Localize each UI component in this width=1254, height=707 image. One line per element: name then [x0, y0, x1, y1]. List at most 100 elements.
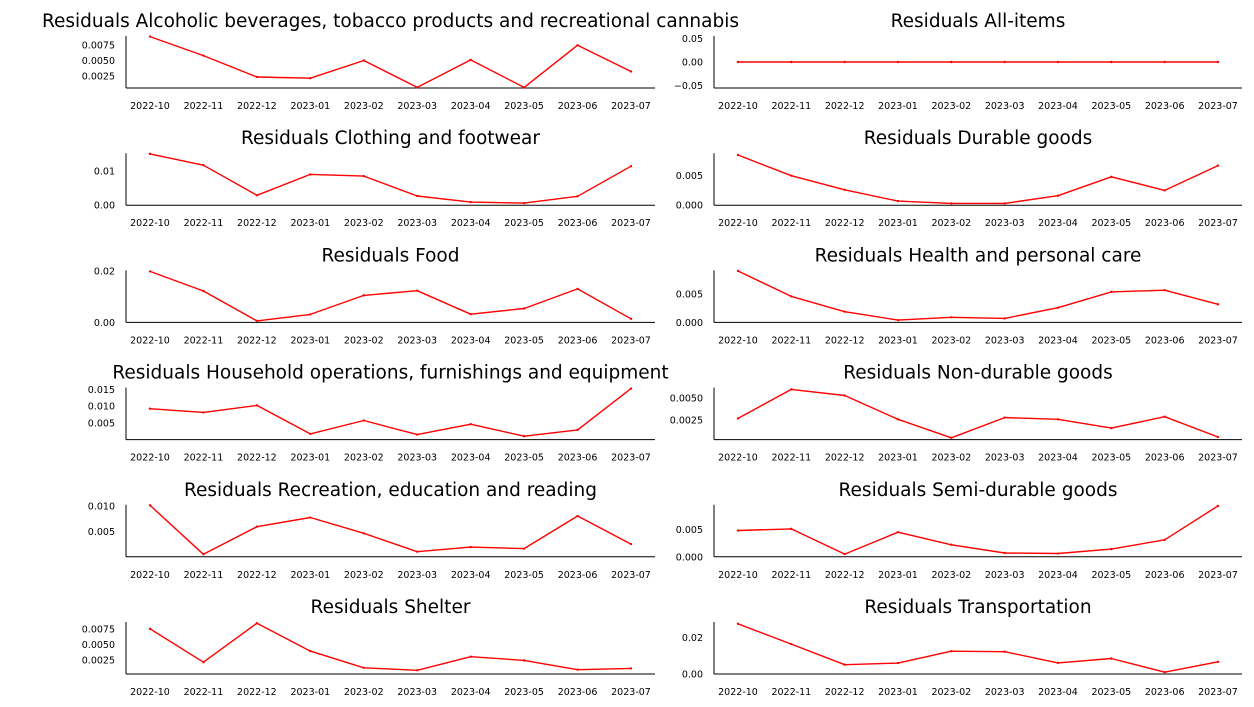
x-tick-label: 2023-03	[397, 335, 437, 346]
data-point	[416, 669, 419, 672]
x-tick-label: 2023-07	[1198, 101, 1238, 112]
y-tick-label: 0.0075	[82, 624, 115, 635]
data-point	[736, 153, 740, 157]
data-point	[1003, 317, 1006, 320]
x-tick-label: 2023-06	[1145, 687, 1185, 698]
residual-series-line	[149, 270, 632, 322]
x-tick-label: 2023-02	[931, 453, 971, 464]
data-point	[843, 394, 846, 397]
residual-series-line	[149, 504, 632, 555]
x-tick-label: 2022-11	[771, 453, 811, 464]
y-tick-label: 0.0075	[82, 41, 115, 52]
x-tick-label: 2023-01	[878, 687, 918, 698]
x-tick-label: 2022-12	[825, 453, 865, 464]
x-tick-label: 2023-07	[1198, 570, 1238, 581]
data-point	[1216, 435, 1220, 439]
x-tick-label: 2022-11	[184, 218, 224, 229]
x-tick-label: 2022-11	[184, 453, 224, 464]
y-tick-label: 0.015	[88, 385, 115, 396]
x-tick-label: 2023-03	[985, 101, 1025, 112]
x-tick-label: 2022-11	[184, 570, 224, 581]
x-tick-label: 2023-04	[451, 453, 491, 464]
chart-panel: Residuals Durable goods 0.000 0.005 2022-10…	[676, 128, 1242, 229]
data-point	[416, 550, 419, 553]
x-tick-label: 2023-03	[397, 687, 437, 698]
data-point	[1216, 60, 1220, 64]
x-tick-label: 2023-06	[558, 218, 598, 229]
data-point	[362, 174, 365, 178]
y-tick-label: 0.010	[88, 501, 115, 512]
chart-title: Residuals Health and personal care	[815, 245, 1142, 266]
data-point	[790, 527, 793, 531]
chart-title: Residuals Alcoholic beverages, tobacco p…	[42, 11, 739, 32]
x-tick-label: 2023-06	[1145, 218, 1185, 229]
data-point	[309, 432, 312, 436]
data-point	[896, 199, 900, 203]
x-tick-label: 2023-02	[344, 218, 384, 229]
data-point	[576, 428, 579, 432]
y-tick-label: 0.00	[682, 670, 703, 681]
data-point	[1216, 504, 1220, 508]
x-tick-label: 2023-02	[931, 218, 971, 229]
x-tick-label: 2022-10	[718, 101, 758, 112]
x-tick-label: 2023-02	[931, 335, 971, 346]
x-tick-label: 2023-01	[878, 453, 918, 464]
x-tick-label: 2023-03	[397, 570, 437, 581]
data-point	[576, 287, 579, 291]
x-tick-label: 2023-02	[344, 453, 384, 464]
chart-panel: Residuals Non-durable goods 0.0025 0.0050 2…	[670, 363, 1242, 464]
data-point	[416, 433, 419, 436]
data-point	[1056, 552, 1060, 555]
x-tick-label: 2022-10	[130, 453, 170, 464]
data-point	[202, 553, 205, 556]
x-tick-label: 2023-07	[611, 570, 651, 581]
x-tick-label: 2023-05	[504, 218, 544, 229]
data-point	[1110, 657, 1113, 660]
data-point	[1003, 416, 1006, 419]
x-tick-label: 2023-05	[504, 335, 544, 346]
x-tick-label: 2023-06	[1145, 101, 1185, 112]
chart-panel: Residuals All-items −0.05 0.00 0.05 2022-10 2…	[674, 11, 1242, 112]
data-point	[790, 642, 793, 646]
x-tick-label: 2023-06	[558, 570, 598, 581]
y-tick-label: 0.000	[676, 318, 703, 329]
data-point	[469, 655, 472, 658]
x-tick-label: 2022-12	[825, 218, 865, 229]
data-point	[202, 289, 205, 293]
x-tick-label: 2023-04	[1038, 335, 1078, 346]
x-tick-label: 2023-03	[985, 687, 1025, 698]
data-point	[629, 165, 633, 168]
data-point	[843, 552, 846, 556]
data-point	[255, 319, 259, 323]
y-tick-label: 0.01	[94, 166, 115, 177]
chart-panel: Residuals Shelter 0.0025 0.0050 0.0075 2022-…	[82, 597, 655, 698]
x-tick-label: 2023-02	[344, 335, 384, 346]
y-tick-label: 0.005	[88, 527, 115, 538]
data-point	[362, 59, 365, 62]
data-point	[736, 269, 740, 273]
x-tick-label: 2023-01	[878, 101, 918, 112]
y-tick-label: 0.0025	[82, 71, 115, 82]
x-tick-label: 2023-07	[1198, 218, 1238, 229]
data-point	[522, 659, 526, 662]
x-tick-label: 2023-01	[290, 335, 330, 346]
data-point	[1216, 303, 1220, 306]
x-tick-label: 2023-05	[1091, 687, 1131, 698]
x-tick-label: 2023-04	[451, 335, 491, 346]
data-point	[362, 532, 365, 535]
chart-panel: Residuals Clothing and footwear 0.00 0.01 2…	[94, 128, 655, 229]
x-tick-label: 2023-03	[985, 218, 1025, 229]
data-point	[1216, 660, 1220, 663]
x-tick-label: 2022-12	[825, 687, 865, 698]
data-point	[522, 307, 526, 310]
x-tick-label: 2023-05	[1091, 335, 1131, 346]
x-tick-label: 2022-12	[237, 218, 277, 229]
x-tick-label: 2023-07	[1198, 335, 1238, 346]
residual-series-line	[737, 505, 1219, 555]
data-point	[790, 295, 793, 298]
chart-panel: Residuals Health and personal care 0.000 0…	[676, 245, 1242, 346]
data-point	[1163, 60, 1166, 64]
data-point	[202, 54, 205, 57]
data-point	[148, 152, 152, 156]
x-tick-label: 2022-11	[771, 218, 811, 229]
